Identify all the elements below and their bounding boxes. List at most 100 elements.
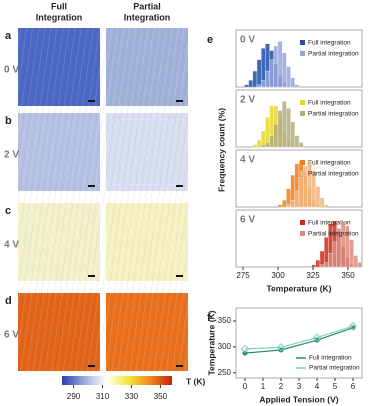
legend-label: Full integration xyxy=(308,40,351,47)
legend-label: Full integration xyxy=(309,355,352,362)
hist-bar xyxy=(290,77,295,88)
texture xyxy=(18,28,188,371)
legend-label: Full integration xyxy=(308,100,351,107)
voltage-label: 6 V xyxy=(4,330,19,341)
hist-bar xyxy=(286,108,291,148)
colorbar xyxy=(62,376,172,385)
colorbar-tick-label: 330 xyxy=(125,392,139,401)
column-header: Integration xyxy=(36,12,83,22)
hist-bar xyxy=(256,59,262,88)
hist-bar xyxy=(248,80,253,88)
series-line xyxy=(244,327,354,354)
x-axis-label: Applied Tension (V) xyxy=(259,394,338,404)
x-tick-label: 5 xyxy=(333,382,338,391)
hist-bar xyxy=(298,177,304,208)
hist-bar xyxy=(265,70,270,88)
x-tick-label: 1 xyxy=(261,382,266,391)
x-tick-label: 350 xyxy=(341,271,355,280)
hist-bar xyxy=(282,101,287,148)
hist-bar xyxy=(324,262,329,268)
y-tick-label: 250 xyxy=(218,368,232,377)
hist-bar xyxy=(277,204,283,208)
legend-label: Full integration xyxy=(308,220,351,227)
x-tick-label: 0 xyxy=(243,382,248,391)
hist-bar xyxy=(319,197,325,208)
panel-voltage: 0 V xyxy=(240,35,255,46)
hist-bar xyxy=(252,144,258,148)
x-tick-label: 3 xyxy=(297,382,302,391)
point xyxy=(240,344,250,354)
hist-bar xyxy=(261,80,266,88)
hist-bar xyxy=(269,135,274,148)
hist-bar xyxy=(282,52,287,88)
panel-letter: c xyxy=(5,205,11,217)
hist-bar xyxy=(282,200,287,208)
hist-bar xyxy=(290,200,295,208)
panel-letter: d xyxy=(5,295,12,307)
hist-bar xyxy=(294,135,300,148)
legend-label: Partial integration xyxy=(308,51,359,58)
hist-bar xyxy=(273,45,279,88)
hist-bar xyxy=(294,84,300,88)
panel-letter: f xyxy=(207,312,211,324)
panel-letter: e xyxy=(207,34,213,46)
legend-swatch xyxy=(300,111,305,116)
hist-bar xyxy=(307,161,312,208)
x-tick-label: 4 xyxy=(315,382,320,391)
voltage-label: 2 V xyxy=(4,150,19,161)
scale-bar xyxy=(176,185,183,187)
legend-swatch xyxy=(300,160,305,165)
voltage-label: 0 V xyxy=(4,65,19,76)
panel-voltage: 4 V xyxy=(240,155,255,166)
legend-swatch xyxy=(300,220,305,225)
column-header: Integration xyxy=(124,12,171,22)
y-axis-label: Temperature (K) xyxy=(206,310,216,375)
thermal-images xyxy=(18,28,188,371)
legend-swatch xyxy=(300,100,305,105)
hist-bar xyxy=(332,241,337,268)
x-tick-label: 275 xyxy=(236,271,250,280)
hist-bar xyxy=(319,264,325,268)
hist-bar xyxy=(353,255,358,268)
series-line xyxy=(244,325,354,350)
gap xyxy=(106,106,112,113)
scale-bar xyxy=(88,100,95,102)
legend-label: Partial integration xyxy=(309,365,360,372)
hist-bar xyxy=(269,59,274,88)
scale-bar xyxy=(88,185,95,187)
legend-label: Partial integration xyxy=(308,231,359,238)
y-tick-label: 350 xyxy=(218,316,232,325)
hist-bar xyxy=(324,204,329,208)
legend-label: Partial integration xyxy=(308,171,359,178)
hist-bar xyxy=(315,186,321,208)
colorbar-tick-label: 310 xyxy=(96,392,110,401)
legend-swatch xyxy=(300,40,305,45)
y-axis-label: Frequency count (%) xyxy=(216,108,226,192)
hist-bar xyxy=(286,188,291,208)
x-tick-label: 6 xyxy=(351,382,356,391)
panel-voltage: 2 V xyxy=(240,95,255,106)
hist-bar xyxy=(315,260,321,268)
hist-bar xyxy=(290,121,295,148)
x-tick-label: 2 xyxy=(279,382,284,391)
point xyxy=(276,343,286,352)
y-tick-label: 300 xyxy=(218,342,232,351)
point xyxy=(348,321,358,331)
scale-bar xyxy=(176,365,183,367)
scale-bar xyxy=(88,275,95,277)
hist-bar xyxy=(244,84,249,88)
hist-bar xyxy=(311,264,316,268)
hist-bar xyxy=(277,41,283,88)
hist-bar xyxy=(265,142,270,148)
hist-bar xyxy=(273,124,279,148)
legend-swatch xyxy=(300,51,305,56)
hist-bar xyxy=(252,70,258,88)
legend-swatch xyxy=(300,231,305,236)
hist-bar xyxy=(340,221,346,268)
x-axis-label: Temperature (K) xyxy=(266,283,331,293)
hist-bar xyxy=(294,190,300,208)
hist-bar xyxy=(328,253,333,268)
column-header: Full xyxy=(51,1,67,11)
point xyxy=(278,347,284,353)
hist-bar xyxy=(256,84,262,88)
